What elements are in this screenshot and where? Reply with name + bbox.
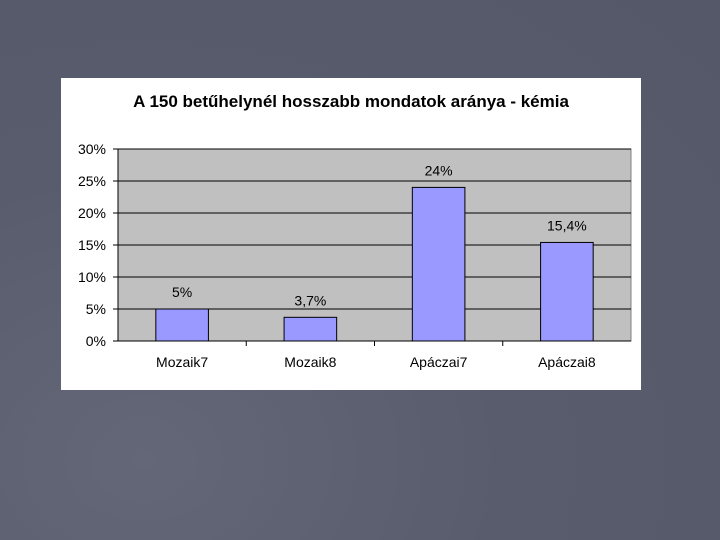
plot-area-group: 0% 5% 10% 15% 20% 25% 30% 5% Mozaik7 3,7% Mozaik8 2… [78,141,632,370]
data-label: 24% [425,162,453,178]
y-tick-label: 15% [78,237,106,253]
bar [155,308,209,342]
x-tick-label: Apáczai7 [410,354,468,370]
data-label: 15,4% [547,217,587,233]
bar [283,316,338,342]
x-tick-label: Apáczai8 [538,354,596,370]
chart-panel: A 150 betűhelynél hosszabb mondatok arán… [61,78,641,390]
y-tick-label: 5% [86,301,106,317]
bar [411,186,466,342]
x-tick-label: Mozaik7 [156,354,208,370]
x-tick-label: Mozaik8 [284,354,336,370]
bar [540,241,594,342]
data-label: 3,7% [294,292,326,308]
y-tick-label: 0% [86,333,106,349]
y-tick-label: 25% [78,173,106,189]
bar-chart: A 150 betűhelynél hosszabb mondatok arán… [78,92,632,370]
y-tick-label: 30% [78,141,106,157]
data-label: 5% [172,284,192,300]
y-tick-label: 10% [78,269,106,285]
y-tick-label: 20% [78,205,106,221]
chart-title: A 150 betűhelynél hosszabb mondatok arán… [133,92,569,111]
